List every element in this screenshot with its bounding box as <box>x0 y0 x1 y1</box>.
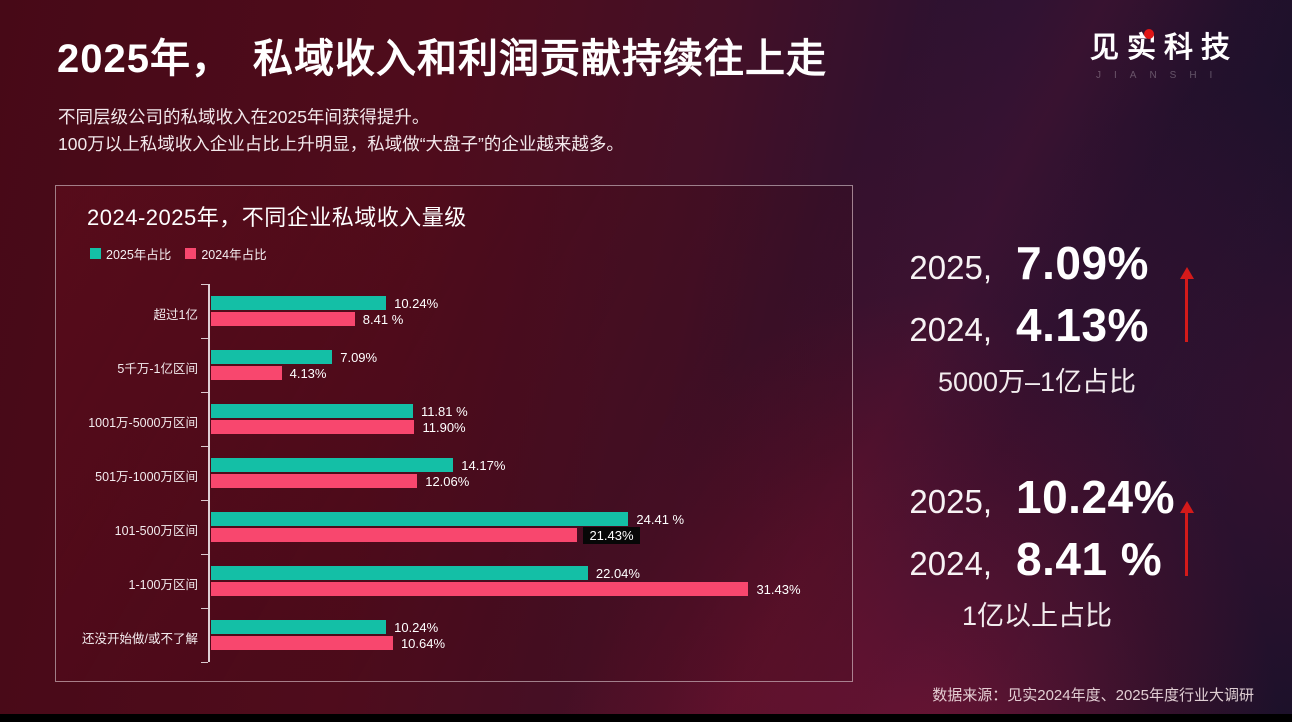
axis-tick <box>201 338 208 339</box>
legend-label-2025: 2025年占比 <box>106 248 172 262</box>
legend-swatch-2024-icon <box>185 248 197 259</box>
stat-year: 2024, <box>909 545 992 582</box>
bar-value-label: 24.41 % <box>636 511 685 527</box>
stat-value: 4.13% <box>1016 299 1149 351</box>
bar-chart-plot: 超过1亿 10.24% 8.41 % 5千万-1亿区间 7.09% 4.13% 1001万-… <box>56 284 852 663</box>
bar-2025 <box>211 512 629 526</box>
bar-2025 <box>211 296 387 310</box>
bar-2024 <box>211 636 393 650</box>
page-title: 2025年， 私域收入和利润贡献持续往上走 <box>57 37 827 81</box>
bar-2024 <box>211 474 418 488</box>
stat-block-5000w-1yi: 2025, 7.09% 2024, 4.13% 5000万–1亿占比 <box>897 236 1215 399</box>
chart-title: 2024-2025年，不同企业私域收入量级 <box>87 205 467 230</box>
bar-row-2025年占比: 24.41 % <box>211 511 685 527</box>
legend-item-2024: 2024年占比 <box>185 244 267 263</box>
chart-panel: 2024-2025年，不同企业私域收入量级 2025年占比 2024年占比 超过… <box>55 185 853 682</box>
bar-2024 <box>211 312 355 326</box>
bar-value-label: 14.17% <box>461 457 506 473</box>
stat-year: 2024, <box>909 311 992 348</box>
stat-value: 7.09% <box>1016 237 1149 289</box>
bar-row-2024年占比: 8.41 % <box>211 311 404 327</box>
category-label: 5千万-1亿区间 <box>117 362 198 376</box>
bar-row-2024年占比: 10.64% <box>211 635 446 651</box>
legend-swatch-2025-icon <box>90 248 101 259</box>
stat-year: 2025, <box>909 483 992 520</box>
bar-row-2024年占比: 12.06% <box>211 473 470 489</box>
axis-tick <box>201 500 208 501</box>
bar-2024 <box>211 528 578 542</box>
stat-value: 10.24% <box>1016 471 1176 523</box>
brand-logo-text: 见实科技 <box>1090 32 1239 64</box>
up-arrow-icon <box>1179 501 1194 576</box>
bottom-black-strip <box>0 714 1292 722</box>
bar-value-label: 10.24% <box>394 619 439 635</box>
up-arrow-icon <box>1179 267 1194 342</box>
stat-label: 1亿以上占比 <box>961 601 1113 631</box>
bar-row-2024年占比: 21.43% <box>211 526 640 544</box>
category-label: 1-100万区间 <box>128 578 198 592</box>
category-label: 1001万-5000万区间 <box>88 416 198 430</box>
brand-logo: 见实科技 JIANSHI <box>1090 24 1276 81</box>
bar-row-2025年占比: 14.17% <box>211 457 506 473</box>
stat-value: 8.41 % <box>1016 533 1163 585</box>
brand-logo-subtext: JIANSHI <box>1096 70 1226 81</box>
bar-value-label: 31.43% <box>756 581 801 597</box>
bar-row-2025年占比: 11.81 % <box>211 403 468 419</box>
chart-legend: 2025年占比 2024年占比 <box>90 244 267 263</box>
bar-row-2025年占比: 10.24% <box>211 295 439 311</box>
bar-value-label: 11.81 % <box>420 403 468 419</box>
bar-value-label: 21.43% <box>583 526 640 544</box>
category-label: 还没开始做/或不了解 <box>82 632 198 646</box>
bar-row-2025年占比: 10.24% <box>211 619 439 635</box>
stat-label: 5000万–1亿占比 <box>937 367 1137 397</box>
bar-value-label: 12.06% <box>425 473 470 489</box>
bar-value-label: 8.41 % <box>362 311 404 327</box>
bar-row-2025年占比: 7.09% <box>211 349 378 365</box>
category-label: 超过1亿 <box>153 308 198 322</box>
category-label: 501万-1000万区间 <box>95 470 198 484</box>
bar-row-2024年占比: 11.90% <box>211 419 466 435</box>
bar-2025 <box>211 458 454 472</box>
stat-row: 2025, 10.24% <box>897 470 1215 524</box>
stat-block-1yi-plus: 2025, 10.24% 2024, 8.41 % 1亿以上占比 <box>897 470 1215 633</box>
axis-tick <box>201 662 208 663</box>
subtitle-line-1: 不同层级公司的私域收入在2025年间获得提升。 <box>58 107 430 127</box>
bar-2024 <box>211 366 282 380</box>
axis-tick <box>201 608 208 609</box>
bar-value-label: 10.24% <box>394 295 439 311</box>
axis-tick <box>201 284 208 285</box>
subtitle-line-2: 100万以上私域收入企业占比上升明显，私域做“大盘子”的企业越来越多。 <box>58 134 624 155</box>
bar-row-2025年占比: 22.04% <box>211 565 640 581</box>
logo-red-dot-icon <box>1144 29 1154 39</box>
axis-tick <box>201 392 208 393</box>
bar-value-label: 7.09% <box>340 349 378 365</box>
bar-2025 <box>211 620 387 634</box>
bar-2024 <box>211 582 749 596</box>
bar-value-label: 11.90% <box>422 419 466 435</box>
legend-label-2024: 2024年占比 <box>201 248 267 262</box>
bar-2024 <box>211 420 415 434</box>
bar-value-label: 10.64% <box>400 635 446 651</box>
subtitle: 不同层级公司的私域收入在2025年间获得提升。 100万以上私域收入企业占比上升… <box>58 104 624 158</box>
bar-value-label: 4.13% <box>289 365 327 381</box>
bar-2025 <box>211 566 588 580</box>
stat-row: 2024, 4.13% <box>897 298 1215 352</box>
bar-value-label: 22.04% <box>595 565 640 581</box>
stat-row: 2024, 8.41 % <box>897 532 1215 586</box>
axis-tick <box>201 446 208 447</box>
axis-tick <box>201 554 208 555</box>
bar-2025 <box>211 404 413 418</box>
legend-item-2025: 2025年占比 <box>90 244 171 263</box>
bar-row-2024年占比: 4.13% <box>211 365 327 381</box>
category-label: 101-500万区间 <box>114 524 198 538</box>
y-axis-line <box>208 284 210 662</box>
stat-row: 2025, 7.09% <box>897 236 1215 290</box>
bar-row-2024年占比: 31.43% <box>211 581 801 597</box>
bar-2025 <box>211 350 333 364</box>
data-source: 数据来源：见实2024年度、2025年度行业大调研 <box>932 687 1254 704</box>
stat-year: 2025, <box>909 249 992 286</box>
